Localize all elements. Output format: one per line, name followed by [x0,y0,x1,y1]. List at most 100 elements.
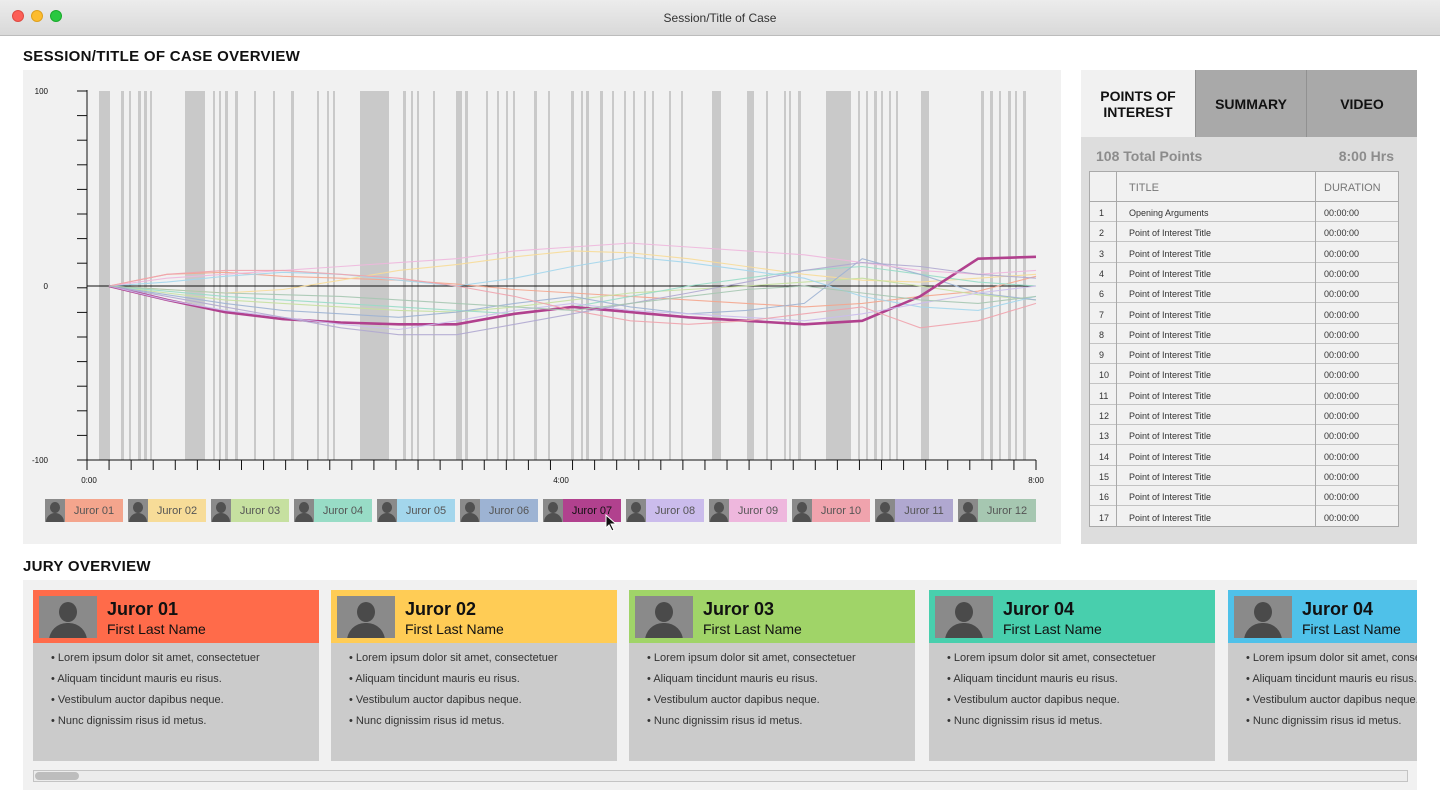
table-row[interactable]: 6 Point of Interest Title 00:00:00 [1090,283,1398,304]
juror-card[interactable]: Juror 02 First Last Name Lorem ipsum dolor… [331,590,617,761]
points-tabs: POINTS OF INTEREST SUMMARY VIDEO [1081,70,1417,137]
row-title: Point of Interest Title [1129,431,1212,442]
row-number: 11 [1099,390,1109,401]
event-band [612,91,614,460]
legend-chip-juror-11[interactable]: Juror 11 [875,499,953,522]
table-row[interactable]: 16 Point of Interest Title 00:00:00 [1090,486,1398,507]
table-row[interactable]: 7 Point of Interest Title 00:00:00 [1090,304,1398,324]
event-band [219,91,221,460]
table-row[interactable]: 17 Point of Interest Title 00:00:00 [1090,507,1398,526]
juror-card[interactable]: Juror 04 First Last Name Lorem ipsum dolor… [1228,590,1417,761]
legend-chip-juror-01[interactable]: Juror 01 [45,499,123,522]
row-number: 14 [1099,451,1110,462]
table-row[interactable]: 9 Point of Interest Title 00:00:00 [1090,344,1398,365]
avatar-icon [958,499,978,522]
juror-card[interactable]: Juror 01 First Last Name Lorem ipsum dolor… [33,590,319,761]
avatar-icon [626,499,646,522]
juror-note-item: Nunc dignissim risus id metus. [349,715,558,736]
row-duration: 00:00:00 [1324,329,1360,340]
event-band [327,91,329,460]
legend-chip-label: Juror 03 [239,504,281,517]
juror-note-item: Nunc dignissim risus id metus. [647,715,856,736]
row-title: Point of Interest Title [1129,512,1212,523]
row-duration: 00:00:00 [1324,248,1360,259]
table-row[interactable]: 8 Point of Interest Title 00:00:00 [1090,324,1398,344]
juror-notes: Lorem ipsum dolor sit amet, consectetuer… [947,652,1155,736]
event-band [417,91,419,460]
event-band [225,91,228,460]
row-title: Point of Interest Title [1129,329,1212,340]
table-divider [1116,172,1117,526]
jury-scroll-thumb[interactable] [35,772,79,780]
juror-card[interactable]: Juror 04 First Last Name Lorem ipsum dolor… [929,590,1215,761]
column-title[interactable]: TITLE [1129,182,1159,194]
row-duration: 00:00:00 [1324,431,1360,442]
table-row[interactable]: 15 Point of Interest Title 00:00:00 [1090,466,1398,486]
event-band [486,91,488,460]
points-summary: 108 Total Points 8:00 Hrs [1096,148,1402,164]
row-title: Point of Interest Title [1129,289,1212,300]
session-line-chart[interactable]: 100 0 -100 0:00 4:00 8:00 [23,70,1061,544]
legend-chip-juror-12[interactable]: Juror 12 [958,499,1036,522]
avatar-icon [294,499,314,522]
legend-chip-juror-09[interactable]: Juror 09 [709,499,787,522]
legend-chip-label: Juror 05 [405,504,447,517]
event-band [889,91,891,460]
juror-note-item: Aliquam tincidunt mauris eu risus. [1246,673,1417,694]
row-number: 16 [1099,492,1110,503]
table-row[interactable]: 3 Point of Interest Title 00:00:00 [1090,243,1398,263]
row-duration: 00:00:00 [1324,492,1360,503]
table-row[interactable]: 14 Point of Interest Title 00:00:00 [1090,446,1398,466]
juror-note-item: Lorem ipsum dolor sit amet, consectetuer [51,652,260,673]
table-row[interactable]: 1 Opening Arguments 00:00:00 [1090,202,1398,222]
table-row[interactable]: 2 Point of Interest Title 00:00:00 [1090,222,1398,243]
juror-card-header: Juror 03 First Last Name [629,590,915,643]
row-number: 13 [1099,431,1110,442]
close-window-button[interactable] [12,10,24,22]
jury-overview-title: JURY OVERVIEW [23,558,151,575]
juror-note-item: Aliquam tincidunt mauris eu risus. [647,673,856,694]
tab-video[interactable]: VIDEO [1306,70,1417,137]
legend-chip-juror-02[interactable]: Juror 02 [128,499,206,522]
column-duration[interactable]: DURATION [1324,182,1381,194]
legend-chip-juror-07[interactable]: Juror 07 [543,499,621,522]
event-band [644,91,646,460]
legend-chip-juror-10[interactable]: Juror 10 [792,499,870,522]
avatar-icon [45,499,65,522]
table-row[interactable]: 10 Point of Interest Title 00:00:00 [1090,364,1398,385]
table-row[interactable]: 13 Point of Interest Title 00:00:00 [1090,425,1398,446]
table-row[interactable]: 12 Point of Interest Title 00:00:00 [1090,405,1398,425]
jury-scrollbar[interactable] [33,770,1408,782]
row-title: Point of Interest Title [1129,268,1212,279]
minimize-window-button[interactable] [31,10,43,22]
tab-points-of-interest[interactable]: POINTS OF INTEREST [1081,70,1195,137]
series-line-juror-05 [108,256,1037,311]
juror-card[interactable]: Juror 03 First Last Name Lorem ipsum dolor… [629,590,915,761]
juror-full-name: First Last Name [1302,621,1401,637]
row-title: Point of Interest Title [1129,451,1212,462]
legend-chip-juror-03[interactable]: Juror 03 [211,499,289,522]
legend-chip-juror-04[interactable]: Juror 04 [294,499,372,522]
event-band [571,91,574,460]
juror-note-item: Lorem ipsum dolor sit amet, consectetuer [647,652,856,673]
row-duration: 00:00:00 [1324,228,1360,239]
series-line-juror-07 [108,255,1037,326]
table-row[interactable]: 4 Point of Interest Title 00:00:00 [1090,263,1398,283]
legend-chip-juror-08[interactable]: Juror 08 [626,499,704,522]
row-number: 8 [1099,329,1105,340]
event-band [586,91,589,460]
tab-summary[interactable]: SUMMARY [1195,70,1306,137]
juror-note-item: Aliquam tincidunt mauris eu risus. [349,673,558,694]
event-band [129,91,131,460]
series-line-juror-03 [108,277,1037,313]
maximize-window-button[interactable] [50,10,62,22]
row-duration: 00:00:00 [1324,370,1360,381]
event-band [456,91,462,460]
row-title: Point of Interest Title [1129,390,1212,401]
table-row[interactable]: 11 Point of Interest Title 00:00:00 [1090,385,1398,405]
row-duration: 00:00:00 [1324,471,1360,482]
event-band [798,91,801,460]
legend-chip-juror-05[interactable]: Juror 05 [377,499,455,522]
legend-chip-juror-06[interactable]: Juror 06 [460,499,538,522]
event-band [138,91,141,460]
